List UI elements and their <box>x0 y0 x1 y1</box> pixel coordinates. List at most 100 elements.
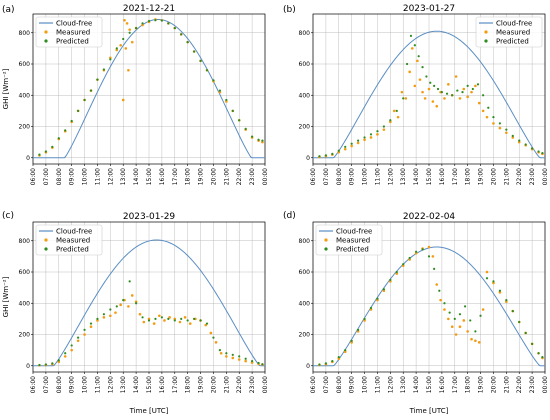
x-tick-label: 13:00 <box>400 376 407 393</box>
predicted-point <box>357 139 360 142</box>
x-tick-label: 16:00 <box>159 376 166 393</box>
measured-point <box>214 341 218 344</box>
x-tick-label: 14:00 <box>413 168 420 185</box>
x-tick-label: 10:00 <box>362 168 369 185</box>
predicted-point <box>469 319 472 322</box>
measured-point <box>147 317 151 321</box>
predicted-point <box>180 33 183 36</box>
predicted-point <box>115 305 118 308</box>
x-tick-label: 08:00 <box>336 168 343 185</box>
predicted-point <box>154 317 157 320</box>
x-tick-label: 18:00 <box>185 376 192 393</box>
predicted-point <box>485 277 489 280</box>
measured-point <box>389 120 392 124</box>
predicted-point <box>337 149 340 152</box>
y-tick-label: 0 <box>306 155 310 162</box>
panel-title: 2023-01-29 <box>123 212 176 222</box>
measured-point <box>127 68 130 72</box>
x-tick-label: 19:00 <box>198 168 205 185</box>
predicted-point <box>160 316 163 319</box>
measured-point <box>401 264 405 268</box>
panel-title: 2021-12-21 <box>123 4 175 14</box>
y-tick-label: 400 <box>299 300 311 307</box>
predicted-point <box>44 150 47 153</box>
x-tick-label: 21:00 <box>223 376 230 393</box>
x-tick-label: 13:00 <box>120 168 127 185</box>
predicted-point <box>436 87 440 91</box>
measured-point <box>124 47 128 50</box>
predicted-point <box>238 355 241 358</box>
measured-point <box>462 87 466 91</box>
measured-point <box>485 115 489 119</box>
legend-label-predicted: Predicted <box>56 245 89 253</box>
x-tick-label: 10:00 <box>82 376 89 393</box>
measured-point <box>225 355 228 358</box>
panel-label: (c) <box>2 211 14 221</box>
panel-label: (a) <box>2 5 15 15</box>
predicted-point <box>476 83 480 86</box>
measured-point <box>363 138 366 142</box>
measured-point <box>343 147 347 151</box>
y-tick-label: 800 <box>19 30 31 37</box>
predicted-point <box>128 31 131 34</box>
legend-swatch-marker <box>44 238 48 242</box>
measured-point <box>83 333 86 336</box>
panel-1: 0 200 400 600 800 06:00 07:00 08:00 09:00 10:00 11… <box>2 4 269 185</box>
series-predicted <box>38 19 264 156</box>
x-tick-label: 21:00 <box>503 376 510 393</box>
x-tick-label: 19:00 <box>198 376 205 393</box>
x-tick-label: 18:00 <box>465 376 472 393</box>
predicted-point <box>102 313 105 316</box>
predicted-point <box>415 250 418 253</box>
predicted-point <box>70 119 73 123</box>
plot-area <box>33 18 265 159</box>
predicted-point <box>474 330 477 333</box>
predicted-point <box>57 137 60 140</box>
measured-point <box>350 341 353 344</box>
panel-label: (d) <box>283 211 296 221</box>
predicted-point <box>369 306 373 310</box>
measured-point <box>492 122 495 125</box>
predicted-point <box>363 317 366 320</box>
measured-point <box>57 360 61 364</box>
x-tick-label: 19:00 <box>478 376 485 393</box>
x-tick-label: 16:00 <box>159 168 166 185</box>
x-tick-label: 21:00 <box>223 168 230 185</box>
predicted-point <box>218 89 221 92</box>
predicted-point <box>518 320 521 324</box>
predicted-point <box>376 130 379 133</box>
predicted-point <box>225 352 228 355</box>
predicted-point <box>89 322 93 325</box>
series-predicted <box>38 280 264 367</box>
predicted-point <box>337 356 340 359</box>
predicted-point <box>369 133 373 136</box>
predicted-point <box>251 359 254 363</box>
predicted-point <box>122 37 125 41</box>
x-tick-label: 07:00 <box>323 168 330 185</box>
measured-point <box>450 325 454 328</box>
predicted-point <box>167 317 170 320</box>
measured-point <box>209 331 213 335</box>
predicted-point <box>402 97 405 100</box>
measured-point <box>115 48 119 52</box>
measured-point <box>435 104 439 108</box>
predicted-point <box>64 129 67 132</box>
predicted-point <box>453 317 456 320</box>
y-tick-label: 0 <box>26 363 30 370</box>
x-tick-label: 09:00 <box>69 376 76 393</box>
predicted-point <box>231 109 234 112</box>
measured-point <box>125 22 129 25</box>
x-tick-label: 11:00 <box>374 168 381 185</box>
measured-point <box>421 90 424 94</box>
predicted-point <box>498 122 501 125</box>
measured-point <box>204 323 208 327</box>
predicted-point <box>461 91 464 94</box>
series-cloud-free-line <box>33 239 265 367</box>
predicted-point <box>89 89 93 92</box>
legend-label-predicted: Predicted <box>336 245 369 253</box>
predicted-point <box>498 289 501 292</box>
legend-label-measured: Measured <box>56 28 90 36</box>
predicted-point <box>492 280 495 283</box>
